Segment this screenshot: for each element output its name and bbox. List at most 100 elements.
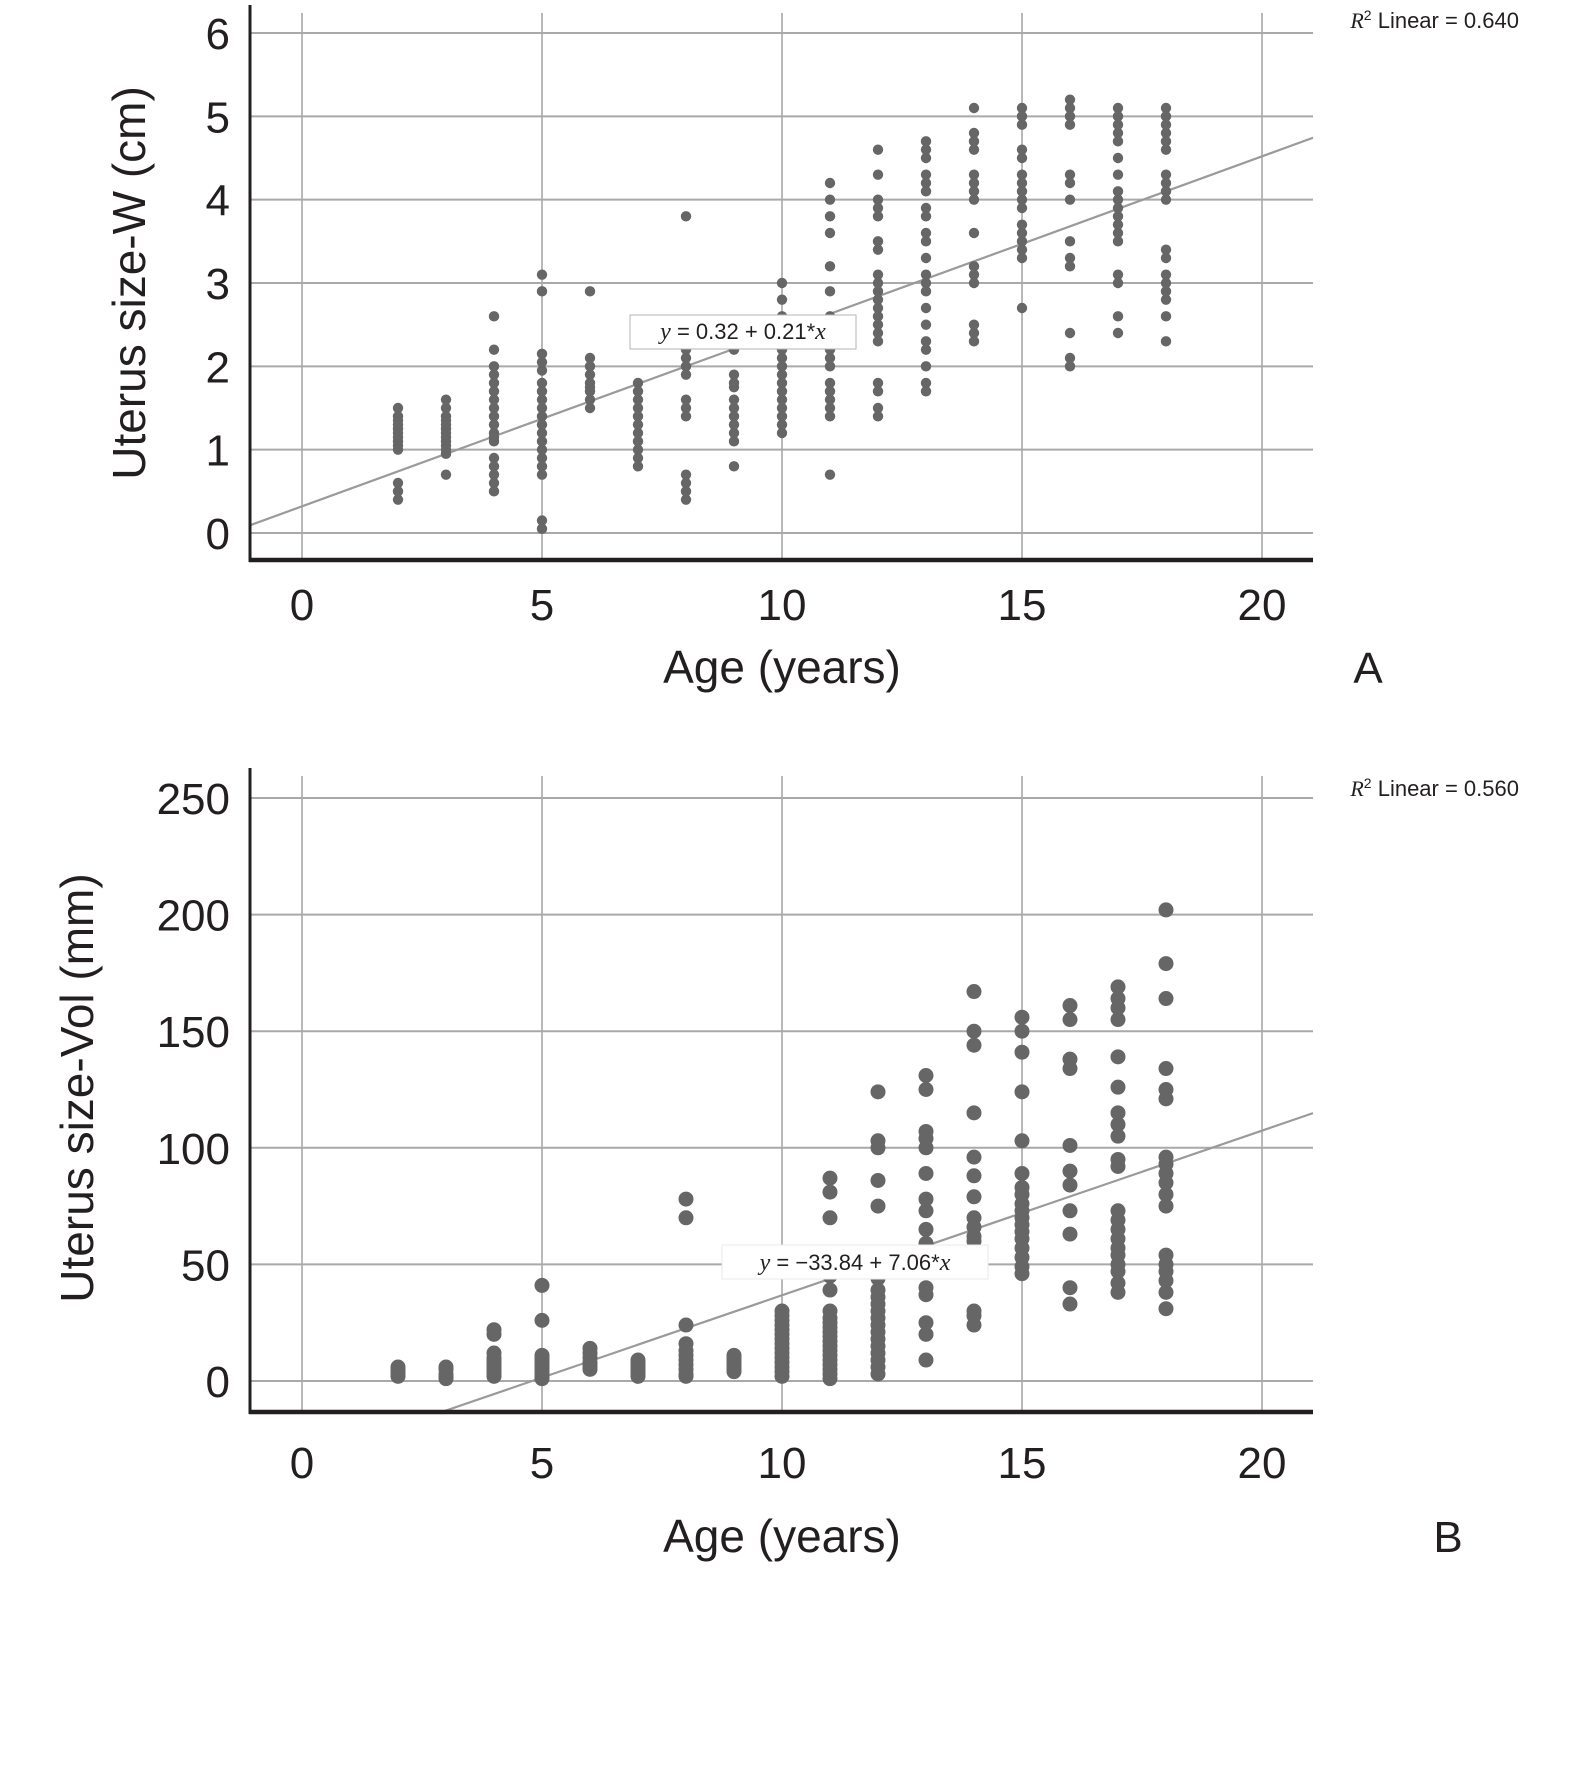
data-point <box>680 402 692 414</box>
data-point <box>776 402 788 414</box>
data-point <box>968 136 980 147</box>
panel-a: 0 1 2 3 4 5 6 0 5 10 15 20 Uterus size-W (cm) Age … <box>103 5 1519 693</box>
data-point <box>488 411 500 422</box>
data-point <box>632 436 644 447</box>
r-superscript: 2 <box>1364 775 1372 791</box>
data-point <box>920 236 932 247</box>
x-tick-labels: 0 5 10 15 20 <box>290 581 1287 630</box>
data-point <box>632 394 644 405</box>
data-point <box>584 377 596 389</box>
data-point <box>1160 177 1172 189</box>
equation-text: = 0.32 + 0.21* <box>671 319 816 344</box>
data-point <box>728 427 740 439</box>
data-point <box>920 336 932 347</box>
data-point <box>728 419 740 430</box>
data-point <box>536 348 548 360</box>
data-point <box>536 394 548 405</box>
x-axis-label: Age (years) <box>663 1510 901 1562</box>
data-point <box>728 411 740 422</box>
data-point <box>728 377 740 389</box>
data-point <box>536 269 548 280</box>
data-point <box>1110 991 1126 1007</box>
y-tick-label: 4 <box>206 177 230 226</box>
data-point <box>680 469 692 480</box>
data-point <box>1064 261 1076 272</box>
r-symbol: R <box>1349 8 1364 33</box>
data-point <box>534 1312 550 1328</box>
data-point <box>872 236 884 247</box>
y-axis-label: Uterus size-W (cm) <box>103 86 155 480</box>
data-point <box>1112 186 1124 197</box>
data-point <box>536 419 548 430</box>
data-point <box>968 261 980 272</box>
data-point <box>824 361 836 372</box>
r-squared-label: R2 Linear = 0.560 <box>1349 775 1519 801</box>
data-point <box>728 402 740 414</box>
data-point <box>824 177 836 189</box>
data-point <box>966 984 982 1000</box>
x-tick-label: 20 <box>1238 1439 1287 1488</box>
x-axis-label: Age (years) <box>663 641 901 693</box>
x-tick-label: 10 <box>758 1439 807 1488</box>
data-point <box>918 1068 934 1084</box>
data-point <box>536 452 548 464</box>
y-tick-label: 0 <box>206 1358 230 1407</box>
data-point <box>488 469 500 480</box>
data-point <box>1110 1116 1126 1132</box>
data-point <box>680 211 692 222</box>
data-point <box>536 515 548 526</box>
data-point <box>1160 136 1172 147</box>
r-symbol: R <box>1349 776 1364 801</box>
equation-y: y <box>758 1250 771 1276</box>
data-point <box>1160 336 1172 347</box>
data-point <box>488 419 500 430</box>
data-point <box>1110 1128 1126 1144</box>
data-point <box>920 286 932 297</box>
data-point <box>920 269 932 280</box>
data-point <box>584 394 596 405</box>
data-point <box>1112 119 1124 130</box>
data-point <box>488 427 500 439</box>
axes <box>248 5 1313 563</box>
data-point <box>1158 1284 1174 1300</box>
data-point <box>1112 236 1124 247</box>
data-point <box>488 311 500 322</box>
equation-x: x <box>814 319 826 345</box>
data-point <box>536 386 548 397</box>
data-point <box>920 186 932 197</box>
data-point <box>966 1303 982 1319</box>
data-point <box>392 477 404 489</box>
data-point <box>1064 102 1076 114</box>
data-point <box>920 344 932 355</box>
data-point <box>488 369 500 380</box>
data-point <box>1160 311 1172 322</box>
svg-text:y = −33.84 + 7.06*x: y = −33.84 + 7.06*x <box>758 1250 951 1276</box>
data-point <box>822 1184 838 1200</box>
data-point <box>1112 127 1124 139</box>
data-point <box>872 211 884 222</box>
data-point <box>968 336 980 347</box>
data-point <box>728 369 740 380</box>
data-point <box>918 1315 934 1331</box>
data-point <box>966 1210 982 1226</box>
data-point <box>776 419 788 430</box>
data-point <box>1016 102 1028 114</box>
r-squared-value: Linear = 0.640 <box>1372 8 1519 33</box>
data-point <box>966 1105 982 1121</box>
data-point <box>1016 119 1028 130</box>
data-point <box>1158 902 1174 918</box>
y-tick-label: 1 <box>206 427 230 476</box>
data-point <box>870 1198 886 1214</box>
r-squared-label: R2 Linear = 0.640 <box>1349 7 1519 33</box>
r-superscript: 2 <box>1364 7 1372 23</box>
data-point <box>678 1191 694 1207</box>
data-point <box>920 202 932 214</box>
data-point <box>536 469 548 480</box>
data-point <box>1160 194 1172 205</box>
data-point <box>1112 277 1124 289</box>
data-point <box>1016 236 1028 247</box>
y-tick-label: 2 <box>206 343 230 392</box>
data-point <box>1158 1198 1174 1214</box>
data-point <box>920 386 932 397</box>
data-point <box>918 1082 934 1097</box>
